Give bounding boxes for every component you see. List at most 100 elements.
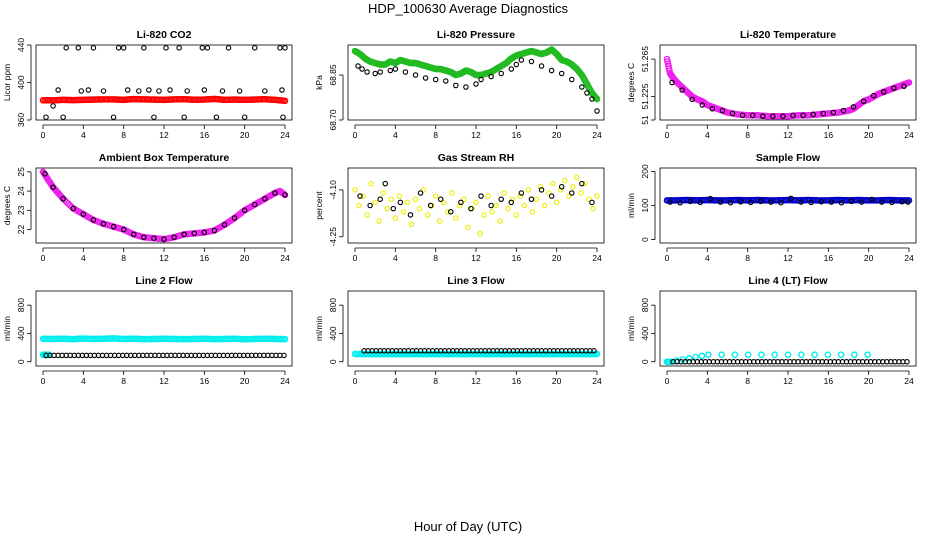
data-point (440, 199, 447, 206)
data-point (558, 70, 565, 77)
x-tick-label: 8 (745, 253, 750, 263)
data-point (561, 177, 568, 184)
x-tick-label: 24 (904, 130, 914, 140)
data-point (498, 70, 504, 77)
panel-9: Line 4 (LT) Flow 0 4 8 12 16 20 24 0 400 800 ml/min (626, 275, 917, 386)
data-point (747, 199, 754, 206)
data-point (770, 113, 776, 120)
series-instantaneous (43, 45, 288, 120)
data-point (521, 202, 528, 209)
data-point (100, 221, 107, 227)
data-point (584, 90, 590, 96)
x-tick-label: 20 (864, 376, 874, 386)
data-point (181, 114, 187, 120)
y-axis-label: degrees C (2, 186, 12, 225)
data-point (70, 205, 77, 212)
data-point (468, 205, 474, 212)
panel-title: Line 2 Flow (135, 275, 193, 287)
data-point (377, 69, 383, 75)
x-tick-label: 0 (41, 376, 46, 386)
data-point (518, 57, 525, 63)
data-point (687, 198, 693, 205)
y-tick-label: 24 (16, 186, 26, 196)
data-point (582, 180, 588, 187)
data-point (461, 196, 467, 203)
data-point (851, 351, 858, 358)
data-point (473, 81, 479, 87)
data-point (858, 199, 865, 205)
points-group (39, 45, 289, 120)
y-tick-label: 51.225 (640, 83, 650, 109)
x-tick-label: 24 (280, 376, 290, 386)
data-point (453, 215, 459, 221)
data-point (262, 196, 268, 202)
x-tick-label: 0 (665, 253, 670, 263)
data-point (141, 234, 147, 240)
data-point (231, 215, 238, 221)
data-point (151, 114, 157, 120)
data-point (402, 69, 409, 75)
data-point (717, 199, 724, 205)
data-point (566, 193, 572, 199)
panel-2: Li-820 Pressure 0 4 8 12 16 20 24 68.70 68.85 kPa (314, 29, 605, 140)
x-tick-label: 8 (121, 130, 126, 140)
points-group (39, 168, 289, 243)
data-point (558, 184, 565, 190)
x-tick-label: 24 (592, 253, 602, 263)
data-point (252, 201, 258, 208)
y-axis-label: ml/min (2, 316, 12, 341)
x-tick-label: 4 (393, 130, 398, 140)
x-tick-label: 4 (705, 253, 710, 263)
x-tick-label: 24 (280, 130, 290, 140)
y-tick-label: 68.70 (328, 109, 338, 131)
plot-frame (35, 167, 293, 244)
y-tick-label: 0 (640, 237, 650, 242)
y-tick-label: 0 (328, 359, 338, 364)
data-point (100, 88, 107, 94)
data-point (578, 190, 584, 196)
data-point (397, 199, 404, 206)
data-point (699, 102, 706, 108)
data-point (778, 200, 784, 206)
data-point (432, 193, 439, 199)
y-axis-label: ml/min (314, 316, 324, 341)
panel-4: Ambient Box Temperature 0 4 8 12 16 20 24 22 23 24… (2, 152, 293, 263)
data-point (372, 70, 378, 77)
x-tick-label: 12 (159, 376, 169, 386)
data-point (90, 217, 97, 223)
data-point (529, 209, 536, 215)
y-tick-label: 440 (16, 38, 26, 52)
data-point (840, 107, 847, 114)
plot-frame (35, 44, 293, 121)
x-tick-label: 16 (824, 376, 834, 386)
data-point (537, 184, 544, 190)
data-point (161, 236, 167, 242)
data-point (442, 78, 449, 84)
data-point (225, 45, 232, 51)
data-point (758, 198, 764, 205)
data-point (120, 226, 127, 233)
data-point (498, 196, 504, 203)
data-point (221, 221, 228, 228)
data-point (262, 88, 268, 94)
data-point (43, 114, 49, 120)
data-point (481, 212, 487, 218)
data-point (784, 351, 792, 358)
data-point (501, 190, 507, 196)
x-tick-label: 20 (240, 130, 250, 140)
data-point (798, 199, 804, 205)
data-point (359, 66, 365, 72)
data-point (505, 205, 512, 212)
y-tick-label: 400 (640, 326, 650, 340)
data-point (525, 187, 532, 193)
series-instantaneous (670, 359, 910, 365)
x-tick-label: 12 (783, 130, 793, 140)
y-tick-label: 400 (328, 326, 338, 340)
panel-title: Line 3 Flow (447, 275, 505, 287)
data-point (110, 114, 117, 120)
plot-frame (347, 290, 605, 367)
data-point (478, 76, 484, 83)
y-tick-label: -4.10 (328, 180, 338, 200)
x-tick-label: 0 (353, 253, 358, 263)
